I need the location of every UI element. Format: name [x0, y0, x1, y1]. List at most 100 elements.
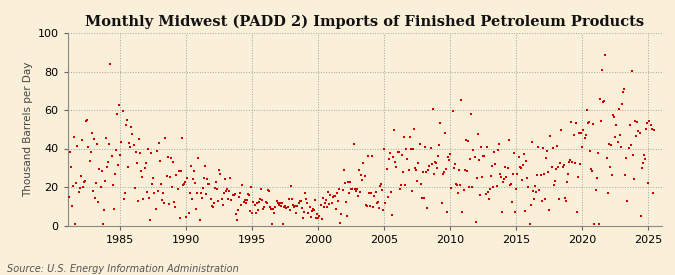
- Point: [111, 148, 122, 152]
- Point: [118, 197, 129, 201]
- Point: [130, 150, 141, 154]
- Point: [592, 151, 603, 155]
- Point: [630, 118, 641, 123]
- Point: [618, 90, 628, 94]
- Point: [137, 175, 148, 180]
- Point: [551, 143, 562, 148]
- Point: [324, 201, 335, 206]
- Point: [415, 182, 426, 186]
- Point: [92, 142, 103, 146]
- Point: [601, 156, 612, 160]
- Point: [158, 191, 169, 195]
- Point: [140, 161, 151, 165]
- Point: [593, 221, 604, 226]
- Point: [197, 185, 208, 190]
- Point: [438, 170, 449, 174]
- Point: [335, 221, 346, 225]
- Text: Source: U.S. Energy Information Administration: Source: U.S. Energy Information Administ…: [7, 264, 238, 274]
- Point: [647, 191, 658, 195]
- Point: [462, 169, 472, 173]
- Point: [524, 221, 535, 226]
- Point: [357, 178, 368, 182]
- Point: [466, 111, 477, 116]
- Point: [421, 170, 431, 175]
- Point: [212, 186, 223, 191]
- Point: [450, 182, 461, 186]
- Point: [74, 186, 85, 191]
- Point: [361, 204, 372, 209]
- Point: [518, 163, 529, 167]
- Point: [176, 169, 186, 173]
- Point: [340, 180, 350, 185]
- Point: [574, 162, 585, 166]
- Point: [80, 179, 90, 184]
- Point: [136, 169, 146, 173]
- Point: [375, 182, 386, 186]
- Point: [268, 207, 279, 211]
- Point: [454, 167, 464, 172]
- Point: [600, 53, 611, 57]
- Point: [153, 141, 164, 145]
- Point: [509, 151, 520, 155]
- Point: [109, 172, 120, 177]
- Point: [468, 148, 479, 153]
- Point: [184, 191, 195, 195]
- Point: [364, 204, 375, 208]
- Point: [641, 127, 651, 131]
- Point: [478, 154, 489, 158]
- Point: [195, 191, 206, 195]
- Point: [206, 204, 217, 208]
- Point: [635, 214, 646, 219]
- Point: [102, 164, 113, 169]
- Point: [631, 134, 642, 138]
- Point: [226, 198, 237, 202]
- Point: [277, 201, 288, 205]
- Point: [401, 147, 412, 151]
- Point: [286, 197, 297, 202]
- Point: [368, 205, 379, 209]
- Point: [116, 139, 127, 144]
- Point: [111, 112, 122, 116]
- Y-axis label: Thousand Barrels per Day: Thousand Barrels per Day: [24, 62, 33, 197]
- Point: [477, 175, 487, 179]
- Point: [233, 208, 244, 212]
- Point: [249, 203, 260, 207]
- Point: [93, 199, 104, 204]
- Point: [392, 150, 403, 154]
- Point: [108, 207, 119, 211]
- Point: [433, 154, 443, 158]
- Point: [127, 132, 138, 136]
- Point: [352, 194, 363, 199]
- Point: [300, 191, 310, 196]
- Point: [634, 131, 645, 135]
- Point: [547, 145, 558, 150]
- Point: [272, 200, 283, 205]
- Point: [492, 148, 503, 152]
- Point: [360, 202, 371, 207]
- Point: [472, 132, 483, 136]
- Point: [578, 128, 589, 132]
- Point: [236, 203, 246, 208]
- Point: [269, 211, 279, 215]
- Point: [169, 199, 180, 204]
- Point: [188, 177, 198, 181]
- Point: [632, 120, 643, 124]
- Point: [163, 202, 174, 207]
- Point: [375, 184, 385, 189]
- Point: [562, 172, 573, 176]
- Point: [612, 140, 623, 144]
- Point: [371, 201, 382, 205]
- Point: [114, 103, 125, 108]
- Point: [142, 146, 153, 151]
- Point: [161, 174, 172, 178]
- Point: [410, 165, 421, 170]
- Point: [548, 183, 559, 187]
- Point: [327, 195, 338, 199]
- Point: [219, 177, 230, 181]
- Point: [639, 153, 649, 157]
- Point: [322, 205, 333, 209]
- Point: [196, 195, 207, 200]
- Point: [289, 205, 300, 209]
- Point: [562, 180, 572, 184]
- Point: [310, 197, 321, 202]
